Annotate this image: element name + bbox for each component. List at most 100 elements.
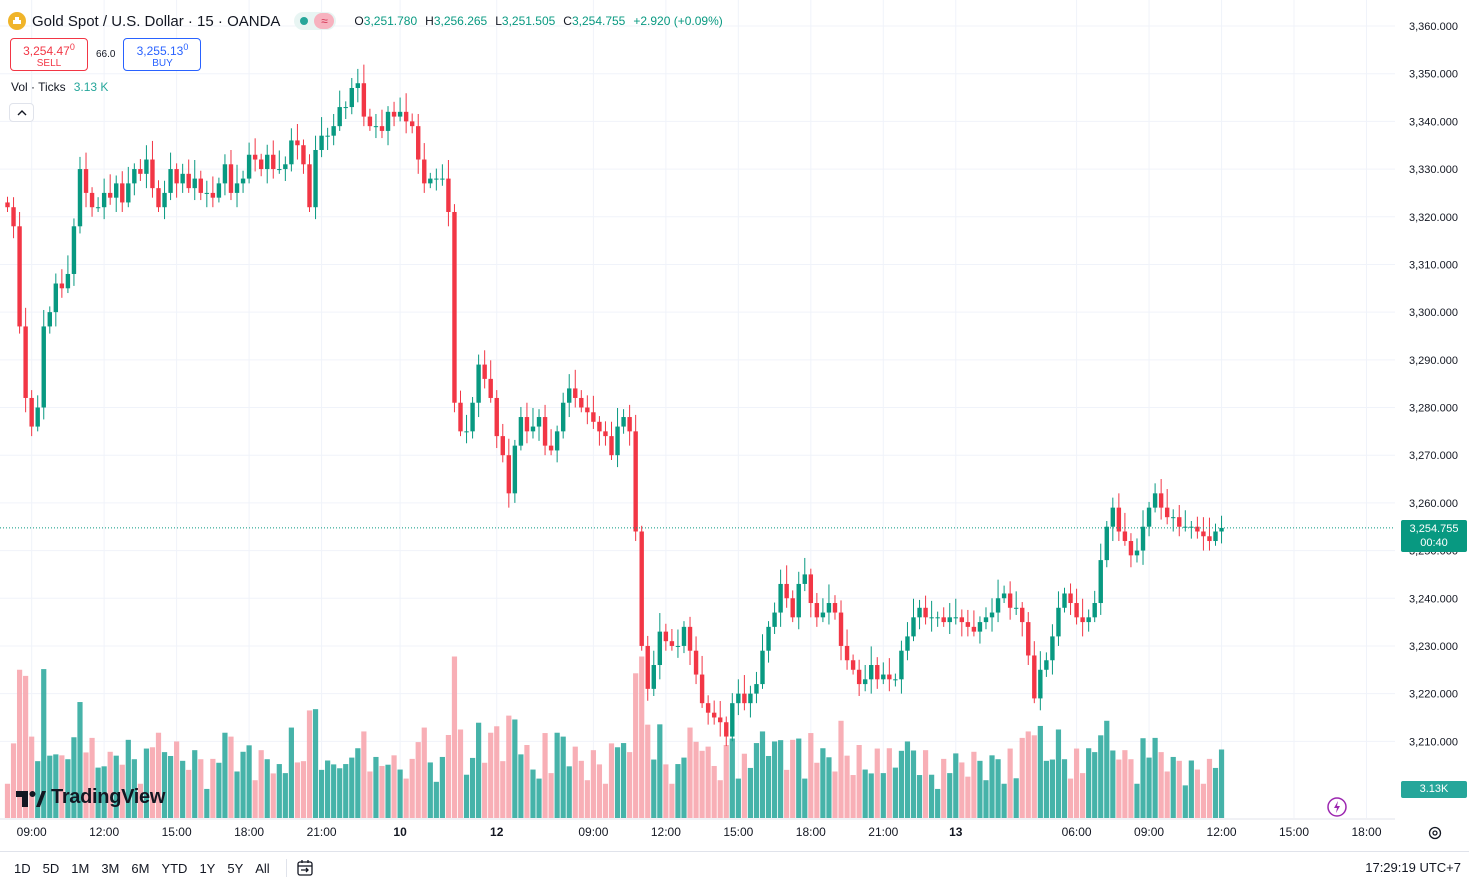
candle-up — [71, 226, 77, 274]
volume-bar — [977, 760, 983, 818]
candle-down — [29, 397, 34, 427]
wave-icon[interactable]: ≈ — [314, 13, 335, 29]
volume-bar — [282, 773, 288, 818]
range-3m-button[interactable]: 3M — [101, 860, 120, 876]
volume-bar — [814, 762, 820, 818]
candle-up — [283, 164, 288, 170]
collapse-legend-button[interactable] — [9, 103, 34, 122]
volume-bar — [343, 764, 349, 818]
range-6m-button[interactable]: 6M — [131, 860, 150, 876]
volume-bar — [240, 751, 246, 818]
candle-up — [204, 192, 210, 194]
volume-bar — [379, 765, 385, 818]
volume-bar — [802, 778, 808, 818]
volume-bar — [101, 766, 107, 818]
volume-bar — [965, 776, 971, 818]
candle-down — [1164, 507, 1170, 518]
volume-bar — [95, 767, 101, 818]
tradingview-logo[interactable]: TradingView — [14, 786, 165, 809]
candle-down — [494, 397, 499, 437]
candle-down — [301, 145, 306, 165]
candle-up — [651, 665, 656, 689]
volume-legend[interactable]: Vol · Ticks 3.13 K — [11, 80, 108, 94]
volume-bar — [155, 732, 162, 818]
candle-down — [1020, 607, 1025, 623]
symbol-title[interactable]: Gold Spot / U.S. Dollar · 15 · OANDA — [32, 12, 281, 30]
price-tick-label: 3,350.000 — [1409, 69, 1458, 81]
volume-bar — [717, 780, 723, 818]
time-axis[interactable]: 09:00 12:00 15:00 18:00 21:00 10 12 09:00 12:00 1… — [0, 818, 1395, 839]
volume-bar — [367, 771, 373, 818]
candle-down — [1080, 617, 1085, 623]
candle-down — [573, 388, 578, 398]
candle-down — [923, 607, 928, 618]
volume-bar — [174, 741, 180, 818]
candle-up — [760, 650, 765, 685]
candle-down — [446, 178, 451, 212]
volume-bar — [1218, 749, 1225, 818]
volume-bar — [1043, 760, 1049, 818]
candle-down — [409, 121, 415, 127]
volume-bar — [312, 709, 319, 818]
range-all-button[interactable]: All — [255, 860, 270, 876]
volume-bar — [572, 746, 578, 818]
volume-bar — [524, 745, 530, 818]
time-tick-label: 13 — [949, 825, 963, 839]
volume-bar — [276, 764, 282, 818]
volume-bar — [1080, 773, 1086, 818]
market-status[interactable]: ≈ — [294, 12, 337, 30]
volume-bar — [403, 778, 409, 818]
clock-timezone[interactable]: 17:29:19 UTC+7 — [1365, 860, 1461, 875]
candle-down — [5, 202, 10, 208]
volume-bar — [143, 748, 150, 818]
candle-up — [953, 617, 958, 619]
volume-bar — [832, 771, 838, 818]
candle-up — [1152, 493, 1158, 508]
volume-bar — [198, 759, 204, 818]
price-axis[interactable]: 3,210.000 3,220.000 3,230.000 3,240.000 3,25… — [1395, 0, 1469, 851]
time-tick-label: 21:00 — [307, 825, 337, 839]
lightning-icon[interactable] — [1326, 796, 1348, 818]
range-ytd-button[interactable]: YTD — [161, 860, 188, 876]
volume-bar — [192, 750, 198, 818]
sell-price: 3,254.470 — [23, 41, 75, 58]
range-5d-button[interactable]: 5D — [42, 860, 60, 876]
candle-up — [983, 617, 989, 623]
range-1d-button[interactable]: 1D — [14, 860, 31, 876]
go-to-date-icon[interactable] — [295, 859, 315, 877]
range-1m-button[interactable]: 1M — [71, 860, 90, 876]
volume-bar — [590, 750, 596, 818]
volume-bar — [880, 773, 886, 818]
volume-bar — [10, 743, 17, 818]
sell-button[interactable]: 3,254.470 SELL — [10, 38, 88, 71]
candle-up — [1056, 607, 1061, 637]
candle-up — [748, 693, 753, 704]
volume-bar — [409, 758, 415, 818]
high-value: 3,256.265 — [433, 14, 488, 28]
candle-up — [1140, 526, 1146, 551]
range-1y-button[interactable]: 1Y — [199, 860, 216, 876]
volume-bar — [995, 759, 1001, 818]
candle-up — [754, 684, 759, 694]
volume-bar — [1116, 759, 1122, 818]
settings-icon[interactable] — [1427, 825, 1443, 841]
candle-up — [681, 626, 687, 646]
toolbar-divider — [285, 859, 287, 877]
volume-bar — [862, 769, 868, 818]
candle-down — [295, 140, 300, 146]
volume-bar — [1146, 757, 1152, 818]
volume-bar — [294, 762, 301, 818]
volume-bar — [65, 759, 71, 818]
volume-bar — [427, 762, 433, 818]
buy-button[interactable]: 3,255.130 BUY — [123, 38, 202, 71]
candle-up — [385, 111, 391, 131]
volume-bar — [699, 750, 705, 818]
price-tick-label: 3,230.000 — [1409, 641, 1458, 653]
candle-up — [1134, 550, 1140, 556]
gold-icon — [8, 12, 26, 30]
range-5y-button[interactable]: 5Y — [227, 860, 244, 876]
volume-bar — [71, 737, 77, 818]
candle-down — [639, 531, 644, 646]
volume-bar — [554, 732, 560, 818]
